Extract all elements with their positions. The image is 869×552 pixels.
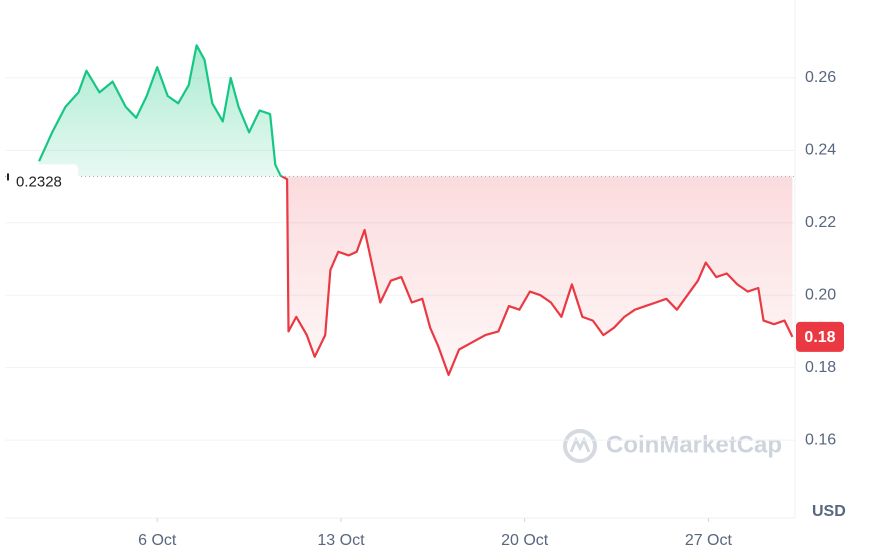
price-line	[38, 44, 794, 376]
baseline-label-box	[8, 164, 78, 193]
x-tick-label: 6 Oct	[138, 532, 177, 549]
y-tick-label: 0.16	[805, 431, 836, 448]
x-tick-label: 20 Oct	[501, 532, 549, 549]
current-price-label: 0.18	[804, 329, 835, 346]
y-tick-label: 0.20	[805, 286, 836, 303]
y-tick-label: 0.22	[805, 214, 836, 231]
y-tick-label: 0.24	[805, 142, 836, 159]
baseline-label: 0.2328	[16, 173, 62, 190]
unit-label: USD	[812, 503, 846, 520]
watermark: CoinMarketCap	[563, 429, 782, 463]
area-fill	[39, 45, 793, 375]
x-tick-label: 13 Oct	[317, 532, 365, 549]
y-tick-label: 0.18	[805, 359, 836, 376]
y-tick-label: 0.26	[805, 69, 836, 86]
current-price-badge	[796, 321, 844, 352]
x-tick-label: 27 Oct	[685, 532, 733, 549]
watermark-text: CoinMarketCap	[606, 431, 782, 458]
